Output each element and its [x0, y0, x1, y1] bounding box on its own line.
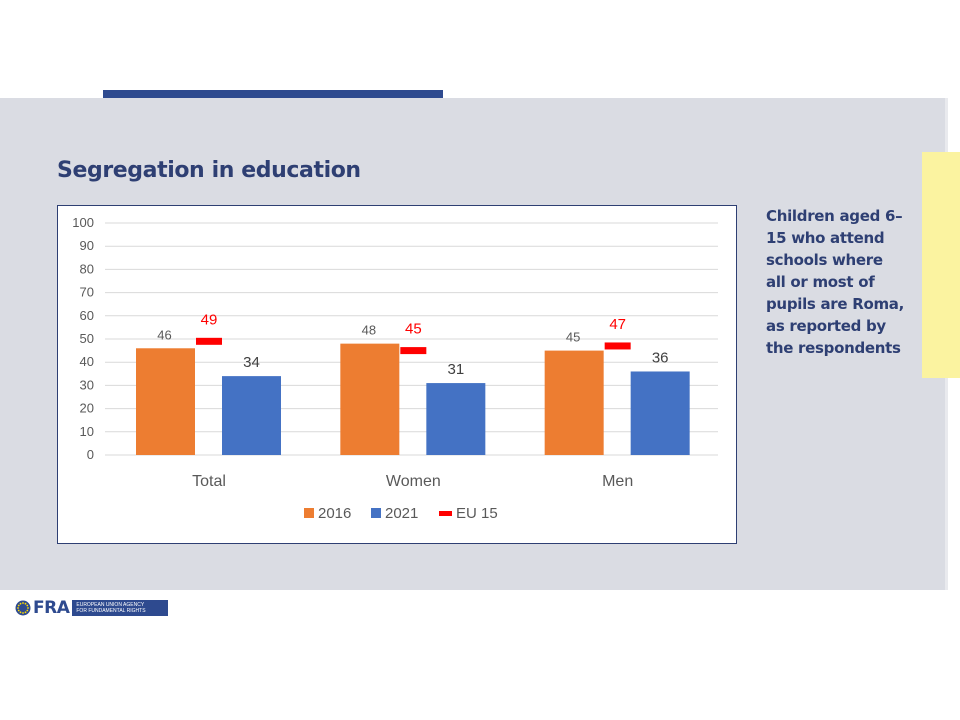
y-tick-label: 50 — [80, 331, 94, 346]
title-accent-bar — [103, 90, 443, 98]
fra-logo-text: FRA — [33, 598, 70, 618]
data-label-2016: 46 — [157, 327, 171, 342]
slide-title: Segregation in education — [57, 158, 361, 183]
data-label-2021: 34 — [243, 354, 260, 371]
data-label-eu15: 49 — [201, 311, 218, 328]
side-note-line: pupils are Roma, — [766, 295, 905, 313]
bar-chart: 0 10 20 30 40 50 60 70 80 90 100 46 34 49 Total 48 31 45 W… — [72, 215, 718, 522]
agency-line: FOR FUNDAMENTAL RIGHTS — [76, 608, 146, 614]
data-label-2021: 36 — [652, 349, 669, 366]
legend-swatch — [304, 508, 314, 518]
marker-eu15 — [604, 342, 631, 350]
bar-2016 — [136, 348, 195, 455]
x-tick-label: Total — [192, 473, 226, 490]
legend-label: 2016 — [318, 505, 351, 522]
data-label-2021: 31 — [447, 361, 464, 378]
legend-label: 2021 — [385, 505, 418, 522]
legend-label: EU 15 — [456, 505, 498, 522]
y-tick-label: 70 — [80, 285, 94, 300]
bar-2016 — [544, 350, 604, 455]
bar-2021 — [630, 371, 690, 455]
marker-eu15 — [196, 337, 222, 345]
y-tick-label: 80 — [80, 261, 94, 276]
agency-name: EUROPEAN UNION AGENCY FOR FUNDAMENTAL RI… — [72, 600, 168, 616]
data-label-eu15: 47 — [609, 316, 626, 333]
chart-frame: 0 10 20 30 40 50 60 70 80 90 100 46 34 49 Total 48 31 45 W… — [57, 205, 737, 544]
x-tick-label: Men — [602, 473, 633, 490]
y-tick-label: 60 — [80, 308, 94, 323]
data-label-2016: 48 — [362, 323, 376, 338]
side-note-line: schools where — [766, 251, 883, 269]
side-tab — [922, 152, 960, 378]
bar-2021 — [222, 376, 281, 455]
y-tick-label: 30 — [80, 377, 94, 392]
legend-swatch — [371, 508, 381, 518]
y-tick-label: 90 — [80, 238, 94, 253]
data-label-2016: 45 — [566, 330, 580, 345]
y-tick-label: 0 — [87, 447, 94, 462]
eu-stars-icon — [15, 600, 31, 616]
side-note-line: all or most of — [766, 273, 875, 291]
bar-2021 — [426, 383, 486, 455]
agency-line: EUROPEAN UNION AGENCY — [76, 602, 145, 608]
y-tick-label: 20 — [80, 401, 94, 416]
data-label-eu15: 45 — [405, 321, 422, 338]
y-tick-label: 100 — [72, 215, 94, 230]
legend-swatch — [439, 511, 452, 516]
side-note: Children aged 6– 15 who attend schools w… — [766, 205, 916, 359]
side-note-line: Children aged 6– — [766, 207, 903, 225]
side-note-line: as reported by — [766, 317, 886, 335]
x-tick-label: Women — [386, 473, 441, 490]
side-note-line: the respondents — [766, 339, 901, 357]
y-tick-label: 10 — [80, 424, 94, 439]
fra-logo: FRA EUROPEAN UNION AGENCY FOR FUNDAMENTA… — [15, 598, 168, 618]
y-tick-label: 40 — [80, 354, 94, 369]
side-note-line: 15 who attend — [766, 229, 885, 247]
bar-2016 — [340, 343, 400, 455]
marker-eu15 — [400, 347, 427, 355]
